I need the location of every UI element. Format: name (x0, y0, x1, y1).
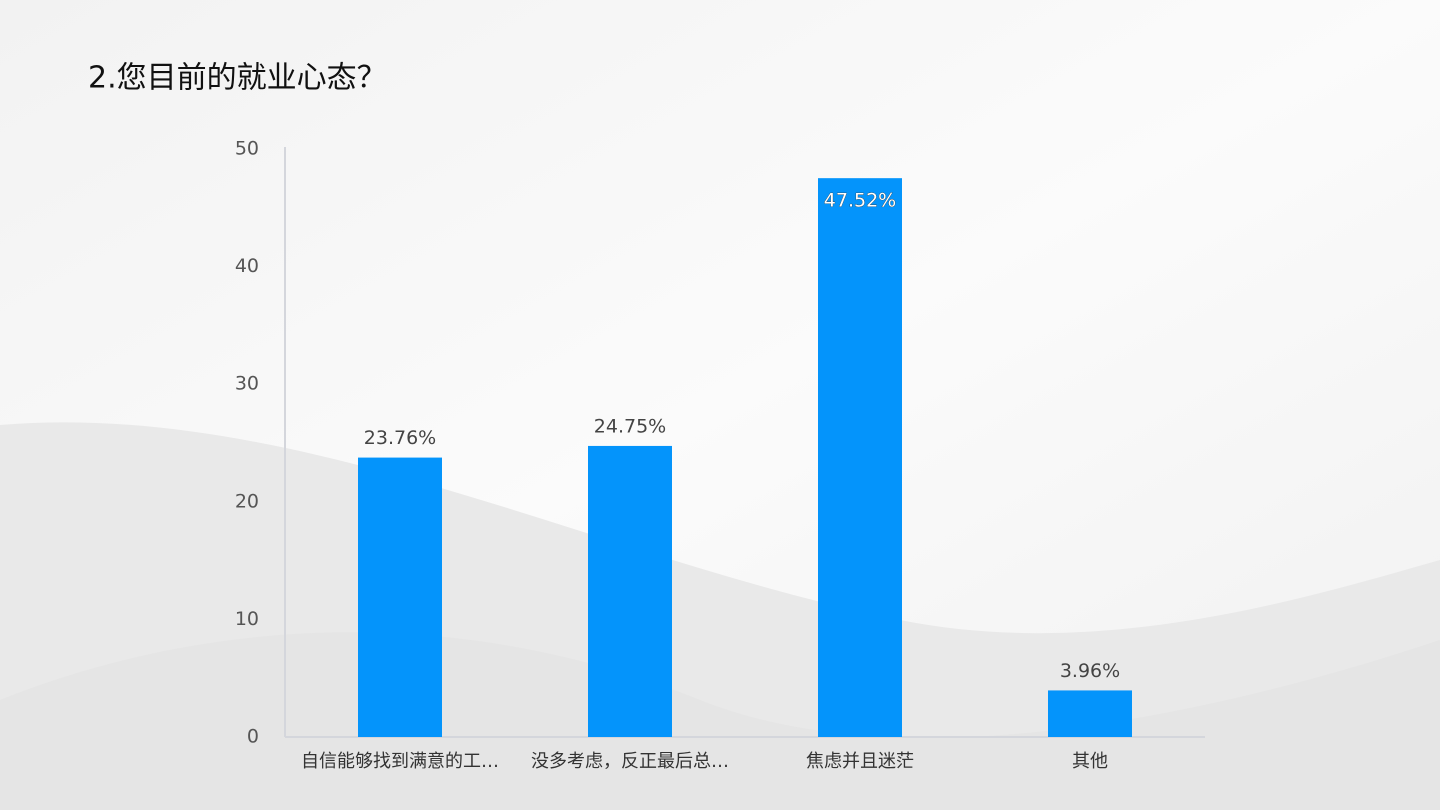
value-label: 3.96% (1060, 660, 1120, 682)
value-label: 24.75% (594, 415, 666, 437)
y-tick-label: 0 (247, 726, 259, 748)
x-tick-label: 没多考虑，反正最后总… (531, 751, 729, 772)
value-label: 23.76% (364, 427, 436, 449)
x-tick-label: 其他 (1072, 751, 1108, 772)
x-tick-label: 焦虑并且迷茫 (806, 751, 914, 772)
bar (358, 457, 442, 737)
y-tick-label: 10 (235, 608, 259, 630)
value-label: 47.52% (824, 190, 896, 212)
y-tick-label: 50 (235, 138, 259, 160)
bar (818, 178, 902, 737)
bar (1048, 690, 1132, 737)
y-tick-label: 20 (235, 490, 259, 512)
x-tick-label: 自信能够找到满意的工… (301, 751, 499, 772)
y-tick-label: 40 (235, 255, 259, 277)
chart-title: 2.您目前的就业心态？ (88, 61, 387, 96)
bar (588, 445, 672, 737)
y-tick-label: 30 (235, 373, 259, 395)
